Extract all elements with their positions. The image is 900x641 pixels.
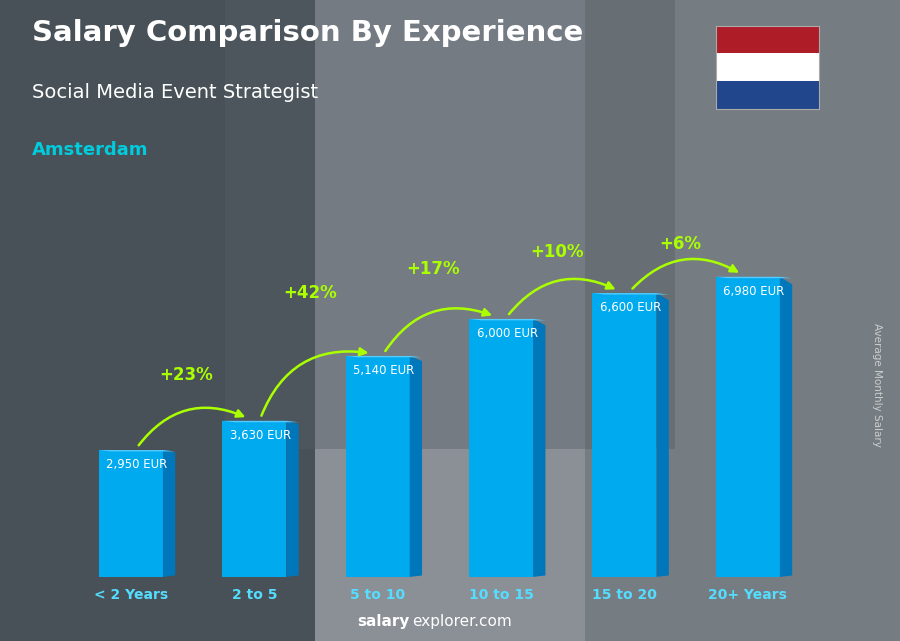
Polygon shape bbox=[656, 293, 669, 577]
Bar bbox=[99, 450, 163, 577]
Polygon shape bbox=[469, 319, 545, 320]
Bar bbox=[716, 277, 780, 577]
Text: 6,000 EUR: 6,000 EUR bbox=[477, 327, 538, 340]
Text: 2,950 EUR: 2,950 EUR bbox=[106, 458, 167, 470]
Text: 5,140 EUR: 5,140 EUR bbox=[353, 363, 414, 377]
Text: +10%: +10% bbox=[530, 243, 583, 261]
Text: explorer.com: explorer.com bbox=[412, 615, 512, 629]
Polygon shape bbox=[592, 293, 669, 295]
Bar bbox=[469, 319, 533, 577]
Polygon shape bbox=[286, 421, 299, 577]
Polygon shape bbox=[222, 421, 299, 422]
Text: +23%: +23% bbox=[159, 366, 213, 385]
Text: salary: salary bbox=[357, 615, 410, 629]
Polygon shape bbox=[533, 319, 545, 577]
Text: +6%: +6% bbox=[659, 235, 701, 253]
Bar bbox=[0, 0, 315, 641]
Bar bbox=[585, 0, 900, 641]
Bar bbox=[716, 26, 819, 53]
Text: Amsterdam: Amsterdam bbox=[32, 141, 148, 159]
Polygon shape bbox=[410, 356, 422, 577]
Bar bbox=[716, 53, 819, 81]
Text: 3,630 EUR: 3,630 EUR bbox=[230, 429, 291, 442]
Text: Average Monthly Salary: Average Monthly Salary bbox=[872, 322, 883, 447]
Polygon shape bbox=[780, 277, 792, 577]
Polygon shape bbox=[346, 356, 422, 357]
Polygon shape bbox=[716, 277, 792, 278]
Polygon shape bbox=[99, 450, 176, 451]
Bar bbox=[222, 421, 286, 577]
Bar bbox=[225, 0, 675, 449]
Text: +42%: +42% bbox=[283, 284, 337, 302]
Text: 6,980 EUR: 6,980 EUR bbox=[724, 285, 785, 297]
Text: Social Media Event Strategist: Social Media Event Strategist bbox=[32, 83, 318, 103]
Text: +17%: +17% bbox=[406, 260, 460, 278]
Text: 6,600 EUR: 6,600 EUR bbox=[600, 301, 662, 314]
Bar bbox=[716, 81, 819, 109]
Bar bbox=[346, 356, 410, 577]
Bar bbox=[592, 293, 656, 577]
Text: Salary Comparison By Experience: Salary Comparison By Experience bbox=[32, 19, 583, 47]
Polygon shape bbox=[163, 450, 176, 577]
